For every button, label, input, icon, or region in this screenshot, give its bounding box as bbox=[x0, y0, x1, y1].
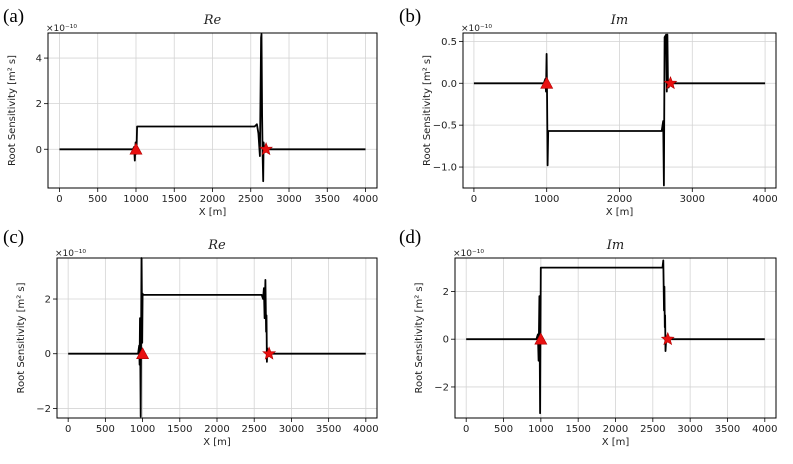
y-tick-label: 0.5 bbox=[441, 37, 457, 48]
scale-exponent-label: ×10⁻¹⁰ bbox=[55, 249, 86, 259]
panel-title: Re bbox=[203, 13, 222, 28]
x-axis-label: X [m] bbox=[199, 207, 227, 218]
y-tick-label: 0 bbox=[443, 335, 449, 346]
x-tick-label: 1500 bbox=[167, 424, 192, 435]
x-tick-label: 2500 bbox=[640, 424, 665, 435]
x-tick-label: 0 bbox=[65, 424, 71, 435]
y-tick-label: 0 bbox=[36, 145, 42, 156]
x-tick-label: 3000 bbox=[677, 424, 702, 435]
x-tick-label: 1000 bbox=[534, 194, 559, 205]
x-axis-label: X [m] bbox=[602, 437, 630, 448]
x-axis-label: X [m] bbox=[606, 207, 634, 218]
x-tick-label: 4000 bbox=[752, 194, 777, 205]
y-tick-label: −1.0 bbox=[433, 163, 457, 174]
x-tick-label: 0 bbox=[463, 424, 469, 435]
scale-exponent-label: ×10⁻¹⁰ bbox=[46, 24, 77, 34]
receiver-triangle-marker bbox=[136, 347, 150, 360]
y-axis-label: Root Sensitivity [m² s] bbox=[414, 282, 425, 393]
x-tick-label: 2000 bbox=[200, 194, 225, 205]
y-tick-label: 2 bbox=[36, 99, 42, 110]
scale-exponent-label: ×10⁻¹⁰ bbox=[453, 249, 484, 259]
y-tick-label: 2 bbox=[45, 295, 51, 306]
panel-title: Re bbox=[207, 238, 226, 253]
x-tick-label: 0 bbox=[471, 194, 477, 205]
y-tick-label: 0.0 bbox=[441, 79, 457, 90]
x-tick-label: 3500 bbox=[715, 424, 740, 435]
panel-d: 0 500 1000 1500 2000 2500 3000 3500 4000 −2 0 2 (d) I… bbox=[399, 227, 778, 448]
x-tick-label: 500 bbox=[96, 424, 115, 435]
sensitivity-line bbox=[466, 259, 765, 415]
x-tick-label: 1000 bbox=[123, 194, 148, 205]
source-star-marker bbox=[259, 141, 273, 156]
x-tick-label: 4000 bbox=[752, 424, 777, 435]
x-tick-label: 2000 bbox=[607, 194, 632, 205]
receiver-triangle-marker bbox=[540, 76, 554, 89]
x-tick-label: 1000 bbox=[528, 424, 553, 435]
y-tick-label: 0 bbox=[45, 349, 51, 360]
x-tick-label: 4000 bbox=[353, 424, 378, 435]
y-tick-label: −2 bbox=[434, 382, 449, 393]
y-tick-label: −0.5 bbox=[433, 121, 457, 132]
x-tick-label: 2000 bbox=[204, 424, 229, 435]
x-tick-label: 3000 bbox=[276, 194, 301, 205]
x-tick-label: 1500 bbox=[162, 194, 187, 205]
x-tick-label: 2500 bbox=[241, 424, 266, 435]
x-tick-label: 3500 bbox=[316, 424, 341, 435]
source-star-marker bbox=[262, 346, 277, 360]
x-tick-label: 1000 bbox=[130, 424, 155, 435]
x-tick-label: 3500 bbox=[315, 194, 340, 205]
y-tick-label: −2 bbox=[36, 404, 51, 415]
x-tick-label: 3000 bbox=[680, 194, 705, 205]
source-star-marker bbox=[663, 75, 678, 90]
panel-a: 0 500 1000 1500 2000 2500 3000 3500 4000 0 2 4 (a) Re… bbox=[3, 6, 378, 218]
x-tick-label: 2500 bbox=[238, 194, 263, 205]
sensitivity-line bbox=[68, 257, 366, 418]
panel-title: Im bbox=[610, 13, 628, 28]
panel-title: Im bbox=[606, 238, 624, 253]
panel-c: 0 500 1000 1500 2000 2500 3000 3500 4000 −2 0 2 (c) R… bbox=[3, 227, 379, 448]
x-tick-label: 0 bbox=[56, 194, 62, 205]
y-tick-label: 4 bbox=[36, 54, 42, 65]
x-tick-label: 3000 bbox=[279, 424, 304, 435]
receiver-triangle-marker bbox=[534, 332, 548, 345]
y-axis-label: Root Sensitivity [m² s] bbox=[422, 55, 433, 166]
panel-b: 0 1000 2000 3000 4000 0.5 0.0 −0.5 −1.0 (b) Im X [m… bbox=[399, 6, 778, 218]
x-tick-label: 500 bbox=[88, 194, 107, 205]
panel-label: (c) bbox=[3, 227, 24, 248]
panel-label: (d) bbox=[399, 227, 421, 248]
x-axis-label: X [m] bbox=[203, 437, 231, 448]
x-tick-label: 4000 bbox=[353, 194, 378, 205]
source-star-marker bbox=[660, 331, 675, 346]
x-tick-label: 1500 bbox=[565, 424, 590, 435]
panel-label: (b) bbox=[399, 6, 421, 27]
x-tick-label: 500 bbox=[494, 424, 513, 435]
y-axis-label: Root Sensitivity [m² s] bbox=[16, 282, 27, 393]
scale-exponent-label: ×10⁻¹⁰ bbox=[461, 24, 492, 34]
x-tick-label: 2000 bbox=[603, 424, 628, 435]
y-axis-label: Root Sensitivity [m² s] bbox=[7, 55, 18, 166]
receiver-triangle-marker bbox=[129, 142, 143, 155]
panel-label: (a) bbox=[3, 6, 24, 27]
y-tick-label: 2 bbox=[443, 287, 449, 298]
